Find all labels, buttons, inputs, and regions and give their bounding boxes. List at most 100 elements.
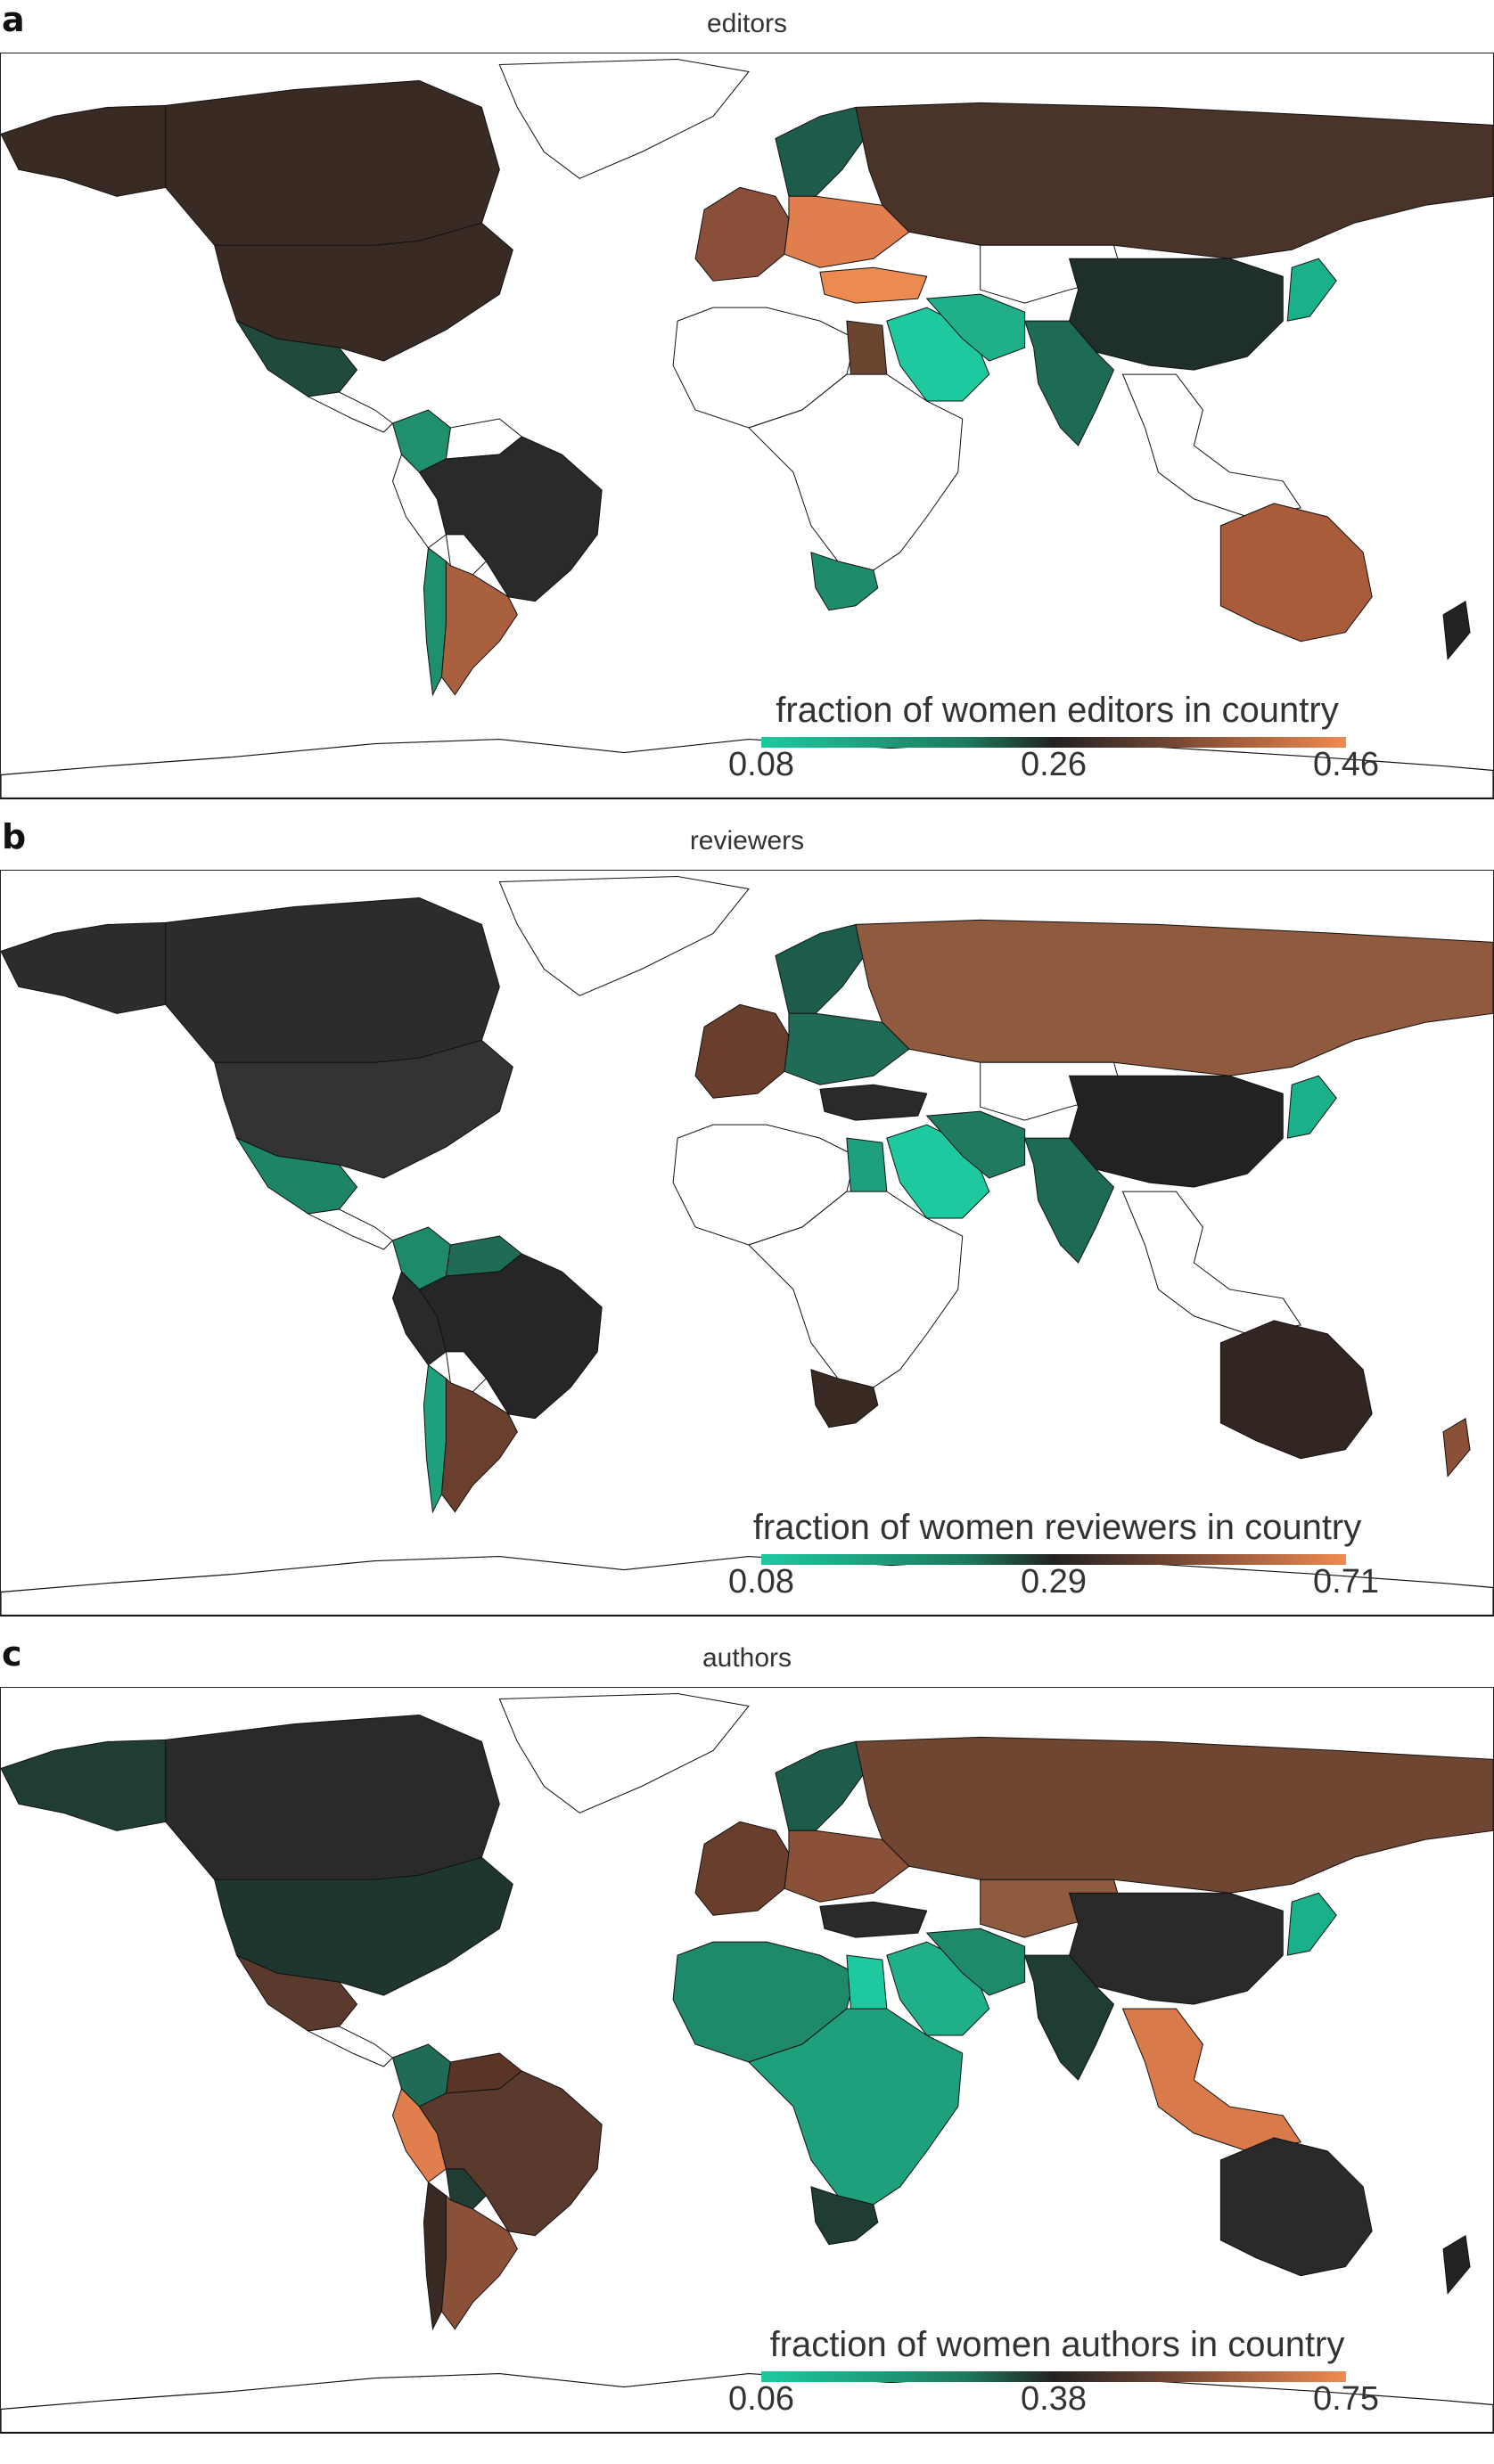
country-western-europe bbox=[694, 186, 790, 282]
legend-tick-label: 0.75 bbox=[1313, 2380, 1379, 2418]
panel-letter: b bbox=[2, 817, 27, 856]
country-sub-saharan bbox=[748, 2008, 964, 2206]
country-north-america bbox=[165, 1714, 500, 1885]
choropleth-svg bbox=[1, 58, 1493, 798]
choropleth-svg bbox=[1, 1692, 1493, 2433]
legend-tick-label: 0.08 bbox=[728, 1563, 794, 1600]
colorbar-legend: fraction of women editors in country 0.08… bbox=[718, 691, 1396, 789]
country-egypt bbox=[846, 1137, 888, 1197]
country-russia bbox=[855, 1736, 1493, 1894]
colorbar bbox=[761, 2371, 1346, 2382]
country-turkey bbox=[819, 1901, 928, 1938]
country-australia bbox=[1219, 503, 1373, 643]
colorbar bbox=[761, 737, 1346, 748]
country-scandinavia bbox=[775, 1740, 866, 1831]
legend-tick-label: 0.08 bbox=[728, 746, 794, 783]
map-panel-authors: c authors fraction of women authors in cou… bbox=[0, 1634, 1494, 2464]
map-panel-reviewers: b reviewers fraction of women reviewers in… bbox=[0, 817, 1494, 1647]
country-india bbox=[1023, 1137, 1115, 1264]
country-australia bbox=[1219, 1320, 1373, 1460]
country-eastern-europe bbox=[784, 1830, 910, 1903]
colorbar-gradient bbox=[761, 1554, 1346, 1565]
panel-title: reviewers bbox=[689, 826, 805, 855]
legend-title: fraction of women authors in country bbox=[769, 2325, 1345, 2364]
country-central-america bbox=[306, 391, 394, 433]
legend-title: fraction of women editors in country bbox=[776, 691, 1339, 730]
country-mexico bbox=[235, 320, 358, 397]
country-egypt bbox=[846, 1954, 888, 2014]
country-egypt bbox=[846, 320, 888, 380]
legend-tick-label: 0.26 bbox=[1021, 746, 1087, 783]
country-central-america bbox=[306, 1208, 394, 1250]
country-brazil bbox=[418, 1253, 603, 1420]
country-southeast-asia bbox=[1121, 1191, 1302, 1335]
country-sub-saharan bbox=[748, 373, 964, 571]
country-japan bbox=[1286, 1892, 1337, 1956]
country-turkey bbox=[819, 266, 928, 304]
legend-tick-label: 0.71 bbox=[1313, 1563, 1379, 1600]
colorbar-legend: fraction of women authors in country 0.06… bbox=[718, 2325, 1396, 2423]
country-sub-saharan bbox=[748, 1191, 964, 1388]
country-brazil bbox=[418, 436, 603, 602]
panel-letter: c bbox=[2, 1634, 22, 1674]
country-eastern-europe bbox=[784, 1012, 910, 1085]
country-southeast-asia bbox=[1121, 2008, 1302, 2152]
legend-tick-label: 0.38 bbox=[1021, 2380, 1087, 2418]
country-argentina bbox=[440, 1377, 518, 1513]
panel-title: authors bbox=[702, 1643, 792, 1673]
country-new-zealand bbox=[1442, 600, 1471, 660]
country-mexico bbox=[235, 1954, 358, 2032]
country-india bbox=[1023, 320, 1115, 446]
country-western-europe bbox=[694, 1003, 790, 1099]
country-bolivia bbox=[445, 1351, 488, 1393]
country-china bbox=[1068, 1075, 1284, 1188]
country-central-america bbox=[306, 2026, 394, 2067]
country-alaska bbox=[1, 1739, 167, 1831]
country-bolivia bbox=[445, 534, 488, 576]
country-australia bbox=[1219, 2137, 1373, 2277]
country-greenland bbox=[498, 875, 750, 996]
country-argentina bbox=[440, 2194, 518, 2330]
country-north-america bbox=[165, 896, 500, 1068]
country-brazil bbox=[418, 2070, 603, 2237]
country-alaska bbox=[1, 921, 167, 1014]
colorbar bbox=[761, 1554, 1346, 1565]
legend-title: fraction of women reviewers in country bbox=[752, 1508, 1362, 1547]
country-scandinavia bbox=[775, 106, 866, 197]
colorbar-gradient bbox=[761, 2371, 1346, 2382]
country-china bbox=[1068, 1892, 1284, 2005]
country-iran bbox=[925, 1110, 1026, 1179]
country-iran bbox=[925, 1928, 1026, 1996]
country-japan bbox=[1286, 258, 1337, 322]
country-south-africa bbox=[810, 552, 879, 611]
colorbar-gradient bbox=[761, 737, 1346, 748]
country-turkey bbox=[819, 1084, 928, 1121]
country-western-europe bbox=[694, 1821, 790, 1916]
country-north-america bbox=[165, 79, 500, 250]
legend-tick-label: 0.29 bbox=[1021, 1563, 1087, 1600]
country-southeast-asia bbox=[1121, 373, 1302, 518]
country-russia bbox=[855, 919, 1493, 1076]
world-map: fraction of women reviewers in country 0.… bbox=[0, 870, 1494, 1617]
country-greenland bbox=[498, 58, 750, 179]
country-greenland bbox=[498, 1692, 750, 1813]
country-eastern-europe bbox=[784, 195, 910, 268]
choropleth-svg bbox=[1, 875, 1493, 1616]
country-india bbox=[1023, 1954, 1115, 2081]
country-russia bbox=[855, 102, 1493, 259]
country-argentina bbox=[440, 560, 518, 696]
world-map: fraction of women editors in country 0.08… bbox=[0, 53, 1494, 799]
world-map: fraction of women authors in country 0.06… bbox=[0, 1687, 1494, 2434]
country-japan bbox=[1286, 1075, 1337, 1139]
country-new-zealand bbox=[1442, 1417, 1471, 1478]
colorbar-legend: fraction of women reviewers in country 0.… bbox=[718, 1508, 1396, 1606]
panel-title: editors bbox=[706, 9, 788, 38]
country-iran bbox=[925, 293, 1026, 362]
country-new-zealand bbox=[1442, 2234, 1471, 2295]
country-south-africa bbox=[810, 2186, 879, 2246]
legend-tick-label: 0.46 bbox=[1313, 746, 1379, 783]
country-scandinavia bbox=[775, 923, 866, 1014]
country-alaska bbox=[1, 104, 167, 197]
country-china bbox=[1068, 258, 1284, 371]
panel-letter: a bbox=[2, 0, 25, 39]
